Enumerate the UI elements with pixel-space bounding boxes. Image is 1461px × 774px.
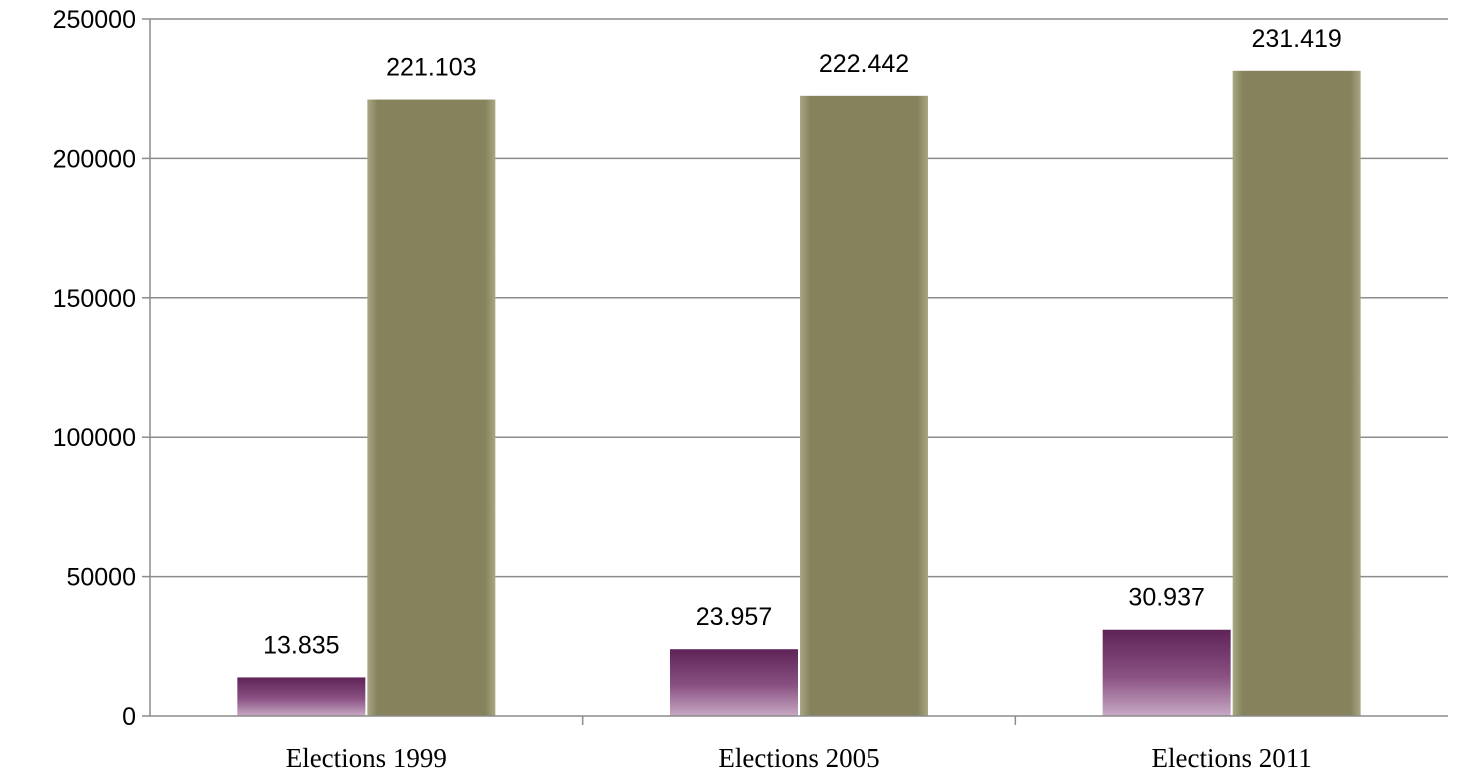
- y-tick-label: 0: [122, 703, 136, 731]
- data-label: 231.419: [1251, 25, 1341, 53]
- y-tick-label: 50000: [66, 564, 136, 592]
- axes: [142, 18, 1448, 725]
- data-label: 23.957: [696, 603, 772, 631]
- y-tick-label: 200000: [53, 145, 136, 173]
- data-label: 30.937: [1128, 584, 1204, 612]
- y-tick-label: 100000: [53, 424, 136, 452]
- bar-series-1: [237, 677, 366, 716]
- x-category-label: Elections 2005: [718, 743, 879, 773]
- bars: [237, 70, 1361, 717]
- bar-series-1: [670, 649, 798, 716]
- bar-series-1: [1102, 629, 1231, 716]
- gridlines: [150, 18, 1448, 578]
- data-label: 222.442: [819, 50, 909, 78]
- data-label: 13.835: [263, 631, 339, 659]
- bar-series-2: [800, 95, 928, 716]
- y-tick-label: 150000: [53, 285, 136, 313]
- x-category-label: Elections 2011: [1152, 743, 1312, 773]
- bar-series-2: [1232, 70, 1361, 716]
- y-tick-label: 250000: [53, 6, 136, 34]
- bar-series-2: [367, 99, 496, 717]
- labels: 0 50000 100000 150000 200000 250000 13.835 221.…: [53, 6, 1342, 773]
- data-label: 221.103: [386, 54, 476, 82]
- x-category-label: Elections 1999: [286, 743, 447, 773]
